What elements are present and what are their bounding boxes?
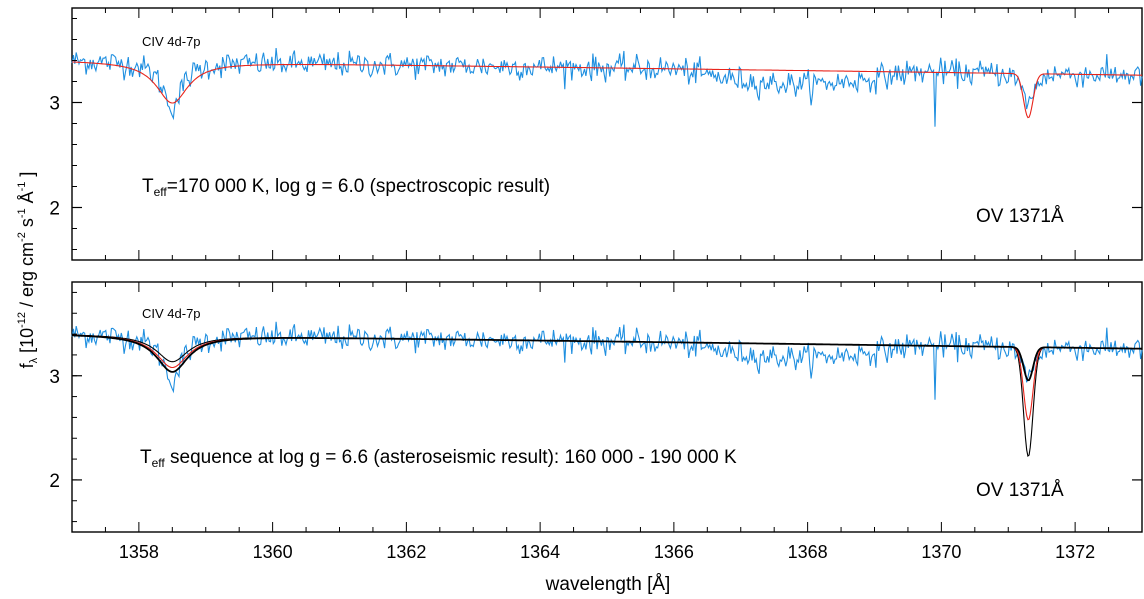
y-axis-label: fλ [10-12 / erg cm-2 s-1 Å-1 ] [16, 172, 40, 369]
bottom-ov-label: OV 1371Å [976, 480, 1064, 501]
bottom-params-rest: sequence at log g = 6.6 (asteroseismic r… [165, 447, 737, 468]
xtick-label-1370: 1370 [921, 542, 961, 562]
bottom-params-sub: eff [152, 456, 166, 470]
top-observed-line [71, 48, 1143, 127]
xtick-label-1358: 1358 [119, 542, 159, 562]
xtick-label-1364: 1364 [520, 542, 560, 562]
xtick-label-1372: 1372 [1055, 542, 1095, 562]
xtick-label-1368: 1368 [788, 542, 828, 562]
top-params-rest: =170 000 K, log g = 6.0 (spectroscopic r… [167, 176, 550, 197]
bottom-params-main: T [140, 447, 152, 468]
bottom-model-seq-line-2 [72, 334, 1142, 382]
top-x-axis-ticks [71, 8, 1143, 260]
bottom-ytick-label-3: 3 [49, 367, 60, 388]
bottom-model-seq-line-1 [71, 334, 1142, 421]
bottom-x-axis-ticks [71, 282, 1143, 532]
bottom-civ-label: CIV 4d-7p [142, 306, 201, 321]
top-ytick-label-2: 2 [49, 199, 60, 220]
x-tick-labels: 1358 1360 1362 1364 1366 1368 1370 1372 [119, 542, 1095, 562]
top-params-main: T [142, 176, 154, 197]
xtick-label-1366: 1366 [654, 542, 694, 562]
bottom-observed-spectrum [71, 321, 1143, 400]
top-params-label: Teff=170 000 K, log g = 6.0 (spectroscop… [142, 176, 550, 199]
bottom-params-label: Teff sequence at log g = 6.6 (asteroseis… [140, 447, 737, 470]
top-observed-spectrum [71, 48, 1143, 127]
top-params-sub: eff [154, 185, 168, 199]
bottom-observed-line [71, 321, 1143, 400]
top-civ-label: CIV 4d-7p [142, 34, 201, 49]
bottom-model-seq-line-0 [71, 334, 1142, 457]
top-panel: 23 CIV 4d-7p Teff=170 000 K, log g = 6.0… [49, 7, 1143, 261]
bottom-model-spectra [71, 334, 1142, 457]
top-model-spectra [72, 61, 1142, 119]
bottom-panel: 23 CIV 4d-7p Teff sequence at log g = 6.… [49, 281, 1143, 533]
top-ov-label: OV 1371Å [976, 206, 1064, 227]
top-ytick-label-3: 3 [49, 94, 60, 115]
bottom-ytick-label-2: 2 [49, 471, 60, 492]
xtick-label-1360: 1360 [253, 542, 293, 562]
top-model-line [72, 61, 1142, 119]
xtick-label-1362: 1362 [386, 542, 426, 562]
x-axis-label: wavelength [Å] [545, 574, 671, 595]
bottom-y-axis-ticks: 23 [49, 291, 1142, 523]
top-y-axis-ticks: 23 [49, 18, 1142, 250]
